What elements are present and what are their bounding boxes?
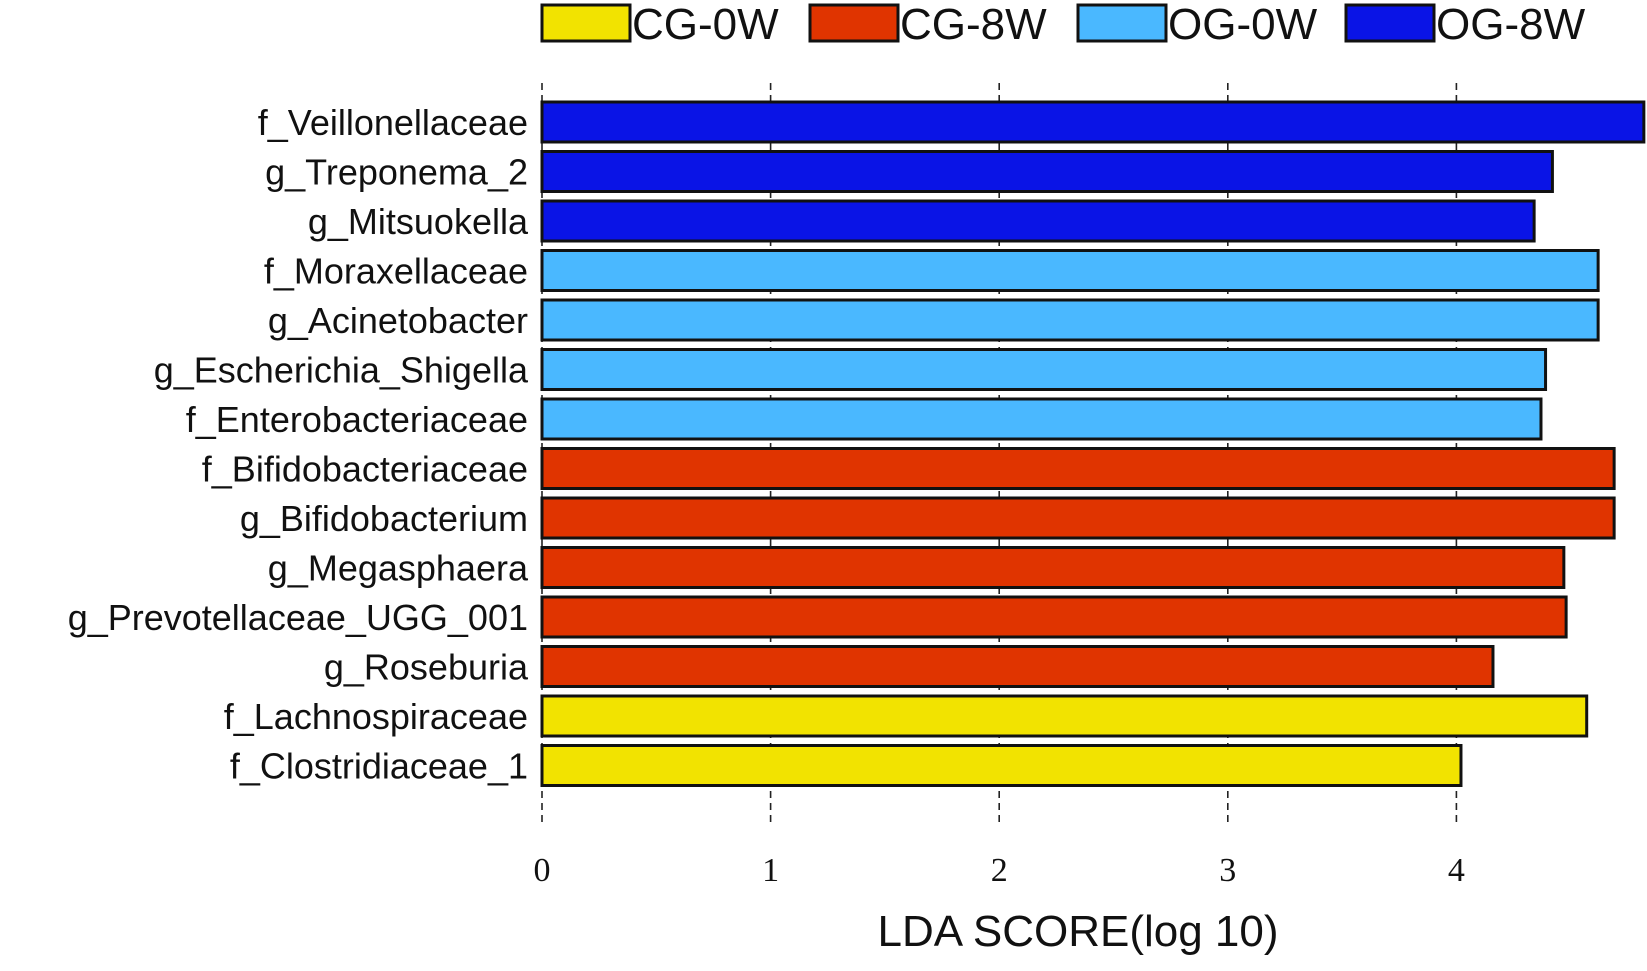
bar-1 [540,150,1554,193]
bar-8 [540,496,1616,540]
category-label-1: g_Treponema_2 [265,152,528,193]
bar-0 [540,100,1646,144]
category-label-11: g_Roseburia [324,647,529,688]
bar-10 [540,595,1568,639]
bar-5 [540,348,1548,391]
legend-label-2: OG-0W [1168,0,1318,49]
category-label-5: g_Escherichia_Shigella [154,350,529,391]
x-tick-label-3: 3 [1219,852,1236,889]
bar-12 [540,694,1589,738]
bar-4 [540,298,1600,342]
category-labels: f_Veillonellaceae g_Treponema_2 g_Mitsuoke… [68,102,529,787]
category-label-13: f_Clostridiaceae_1 [230,746,528,787]
x-tick-label-2: 2 [991,852,1008,889]
legend-swatch-1 [808,3,900,43]
legend-swatch-0 [540,3,632,43]
category-label-2: g_Mitsuokella [308,201,529,242]
category-label-7: f_Bifidobacteriaceae [202,449,528,490]
category-label-3: f_Moraxellaceae [264,251,528,292]
bar-9 [540,546,1566,589]
x-tick-label-4: 4 [1448,852,1465,889]
category-label-8: g_Bifidobacterium [240,498,528,539]
category-label-0: f_Veillonellaceae [258,102,528,143]
bar-6 [540,397,1543,441]
bar-7 [540,447,1616,490]
chart-legend: CG-0W CG-8W OG-0W OG-8W [540,0,1586,49]
category-label-4: g_Acinetobacter [268,300,528,341]
category-label-10: g_Prevotellaceae_UGG_001 [68,597,528,638]
legend-label-0: CG-0W [632,0,779,49]
x-axis-title: LDA SCORE(log 10) [877,907,1278,956]
legend-label-1: CG-8W [900,0,1047,49]
legend-label-3: OG-8W [1436,0,1586,49]
legend-swatch-3 [1344,3,1436,43]
x-axis-ticks: 0 1 2 3 4 [534,852,1465,889]
category-label-9: g_Megasphaera [268,548,529,589]
bar-13 [540,744,1463,787]
x-tick-label-0: 0 [534,852,551,889]
x-tick-label-1: 1 [762,852,779,889]
bar-11 [540,645,1495,688]
category-label-6: f_Enterobacteriaceae [186,399,528,440]
legend-swatch-2 [1076,3,1168,43]
category-label-12: f_Lachnospiraceae [224,696,528,737]
bar-3 [540,249,1600,292]
bar-series [540,100,1646,787]
bar-2 [540,199,1536,243]
